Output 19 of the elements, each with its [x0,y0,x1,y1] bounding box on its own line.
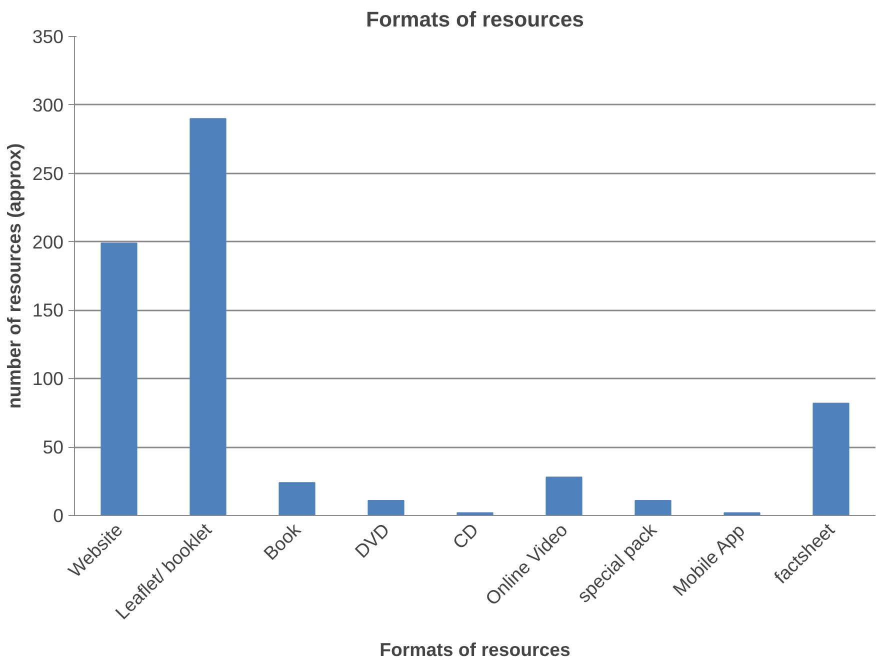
chart-title: Formats of resources [366,8,584,32]
bar [190,118,226,516]
y-tick-label: 250 [32,162,64,184]
bar [634,500,672,516]
y-axis-title: number of resources (approx) [3,143,24,409]
bar [546,476,582,516]
y-tick-label: 300 [32,94,64,116]
bar [368,500,404,516]
x-tick-label: CD [448,519,482,553]
y-tick-label: 50 [42,436,64,458]
y-tick-label: 150 [32,300,64,321]
y-tick-label: 100 [32,368,64,390]
bar [812,402,850,516]
y-tick-label: 350 [32,26,64,47]
x-axis-title: Formats of resources [380,638,570,660]
y-tick-label: 200 [32,231,64,252]
y-tick-label: 0 [53,505,64,526]
bar [278,482,316,516]
bar [100,242,138,516]
